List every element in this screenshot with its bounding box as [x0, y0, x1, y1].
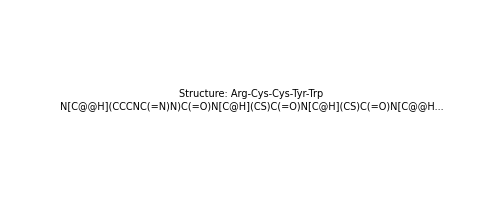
Text: Structure: Arg-Cys-Cys-Tyr-Trp
N[C@@H](CCCNC(=N)N)C(=O)N[C@H](CS)C(=O)N[C@H](CS): Structure: Arg-Cys-Cys-Tyr-Trp N[C@@H](C…	[60, 89, 443, 111]
